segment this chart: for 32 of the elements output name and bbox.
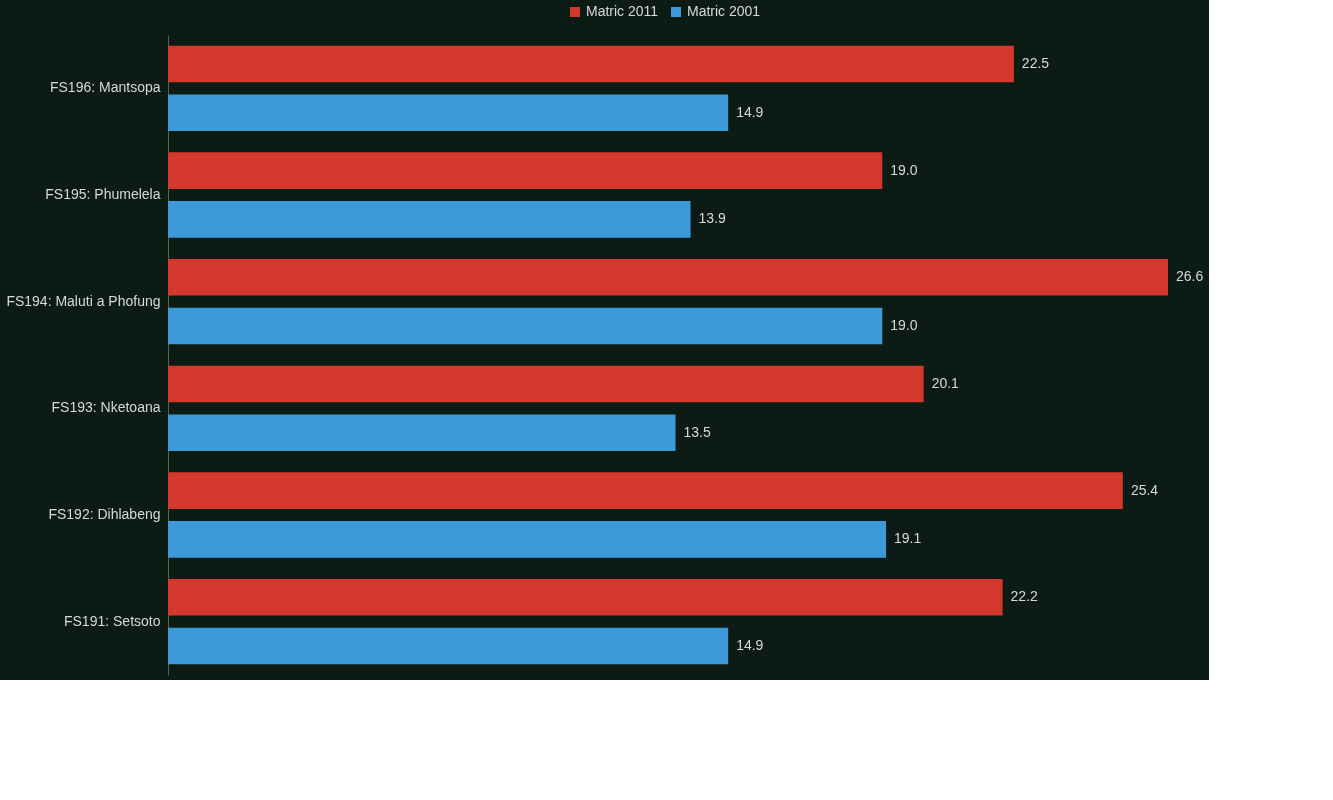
legend-label: Matric 2001 [687, 3, 761, 19]
bar [168, 152, 883, 189]
bar [168, 45, 1014, 83]
data-label: 26.6 [1176, 268, 1204, 285]
y-tick-label: FS192: Dihlabeng [48, 506, 161, 522]
bar [168, 627, 729, 665]
bar [168, 259, 1168, 296]
y-tick-label: FS191: Setsoto [63, 612, 161, 629]
legend-label: Matric 2011 [586, 3, 659, 19]
y-tick-label: FS194: Maluti a Phofung [6, 292, 161, 309]
bar [168, 414, 676, 451]
bar [168, 201, 691, 238]
bar [168, 521, 887, 558]
data-label: 19.0 [890, 317, 918, 334]
data-label: 25.4 [1130, 481, 1159, 498]
bar [168, 472, 1123, 509]
bar [168, 94, 729, 131]
y-tick-label: FS195: Phumelela [45, 186, 161, 202]
bar [168, 307, 883, 345]
data-label: 14.9 [736, 637, 764, 654]
data-label: 13.5 [683, 423, 711, 440]
data-label: 22.5 [1021, 54, 1050, 71]
y-tick-label: FS196: Mantsopa [49, 79, 161, 96]
data-label: 14.9 [736, 103, 764, 120]
data-label: 19.1 [894, 530, 922, 547]
data-label: 22.2 [1010, 588, 1039, 605]
bar [168, 579, 1003, 616]
data-label: 13.9 [698, 210, 727, 227]
data-label: 20.1 [931, 374, 960, 391]
bar [168, 365, 924, 403]
data-label: 19.0 [890, 161, 918, 178]
y-tick-label: FS193: Nketoana [51, 399, 161, 416]
